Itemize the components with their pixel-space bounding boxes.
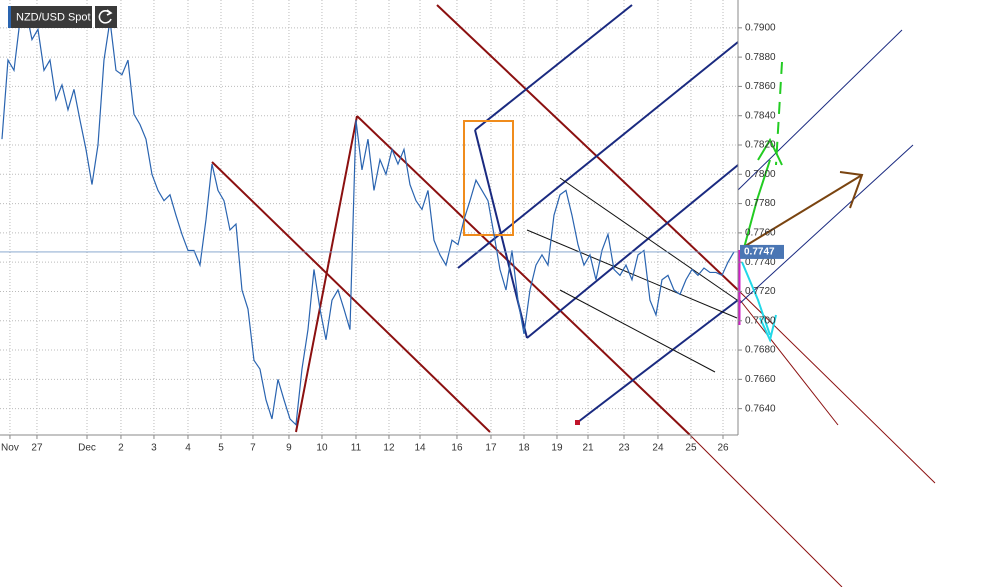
channel-line [559, 289, 716, 373]
projection [775, 61, 783, 166]
y-tick-label: 0.7700 [745, 315, 776, 326]
refresh-button[interactable] [95, 6, 117, 28]
y-tick-label: 0.7860 [745, 81, 776, 92]
y-tick-label: 0.7780 [745, 198, 776, 209]
x-tick-label: 11 [351, 443, 362, 454]
last-price-box [740, 244, 784, 259]
trend-line [577, 299, 739, 423]
projection [741, 261, 771, 336]
y-tick-label: 0.7880 [745, 52, 776, 63]
x-tick-label: 10 [316, 443, 328, 454]
y-tick-label: 0.7740 [745, 257, 776, 268]
y-tick-label: 0.7820 [745, 140, 776, 151]
anchor [575, 420, 580, 425]
x-tick-label: 4 [185, 443, 191, 454]
x-tick-label: 7 [250, 443, 256, 454]
trend-line [739, 299, 839, 426]
x-tick-label: 18 [518, 443, 530, 454]
y-tick-label: 0.7840 [745, 110, 776, 121]
y-tick-label: 0.7640 [745, 403, 776, 414]
trend-line [689, 434, 843, 587]
x-tick-label: 9 [286, 443, 292, 454]
x-tick-label: Dec [78, 443, 96, 454]
x-tick-label: 2 [118, 443, 124, 454]
x-tick-label: 27 [31, 443, 43, 454]
trend-line [295, 115, 358, 433]
pitchfork-line [737, 144, 914, 306]
highlight-box [463, 120, 514, 236]
x-tick-label: 24 [652, 443, 664, 454]
arrow-head [839, 171, 864, 209]
x-tick-label: Nov [1, 443, 19, 454]
pitchfork-line [474, 4, 633, 131]
pitchfork-line [737, 29, 903, 191]
x-tick-label: 16 [451, 443, 463, 454]
x-tick-label: 26 [717, 443, 729, 454]
y-tick-label: 0.7900 [745, 22, 776, 33]
title-accent [8, 6, 11, 28]
x-tick-label: 17 [485, 443, 497, 454]
trend-line [737, 289, 936, 484]
x-tick-label: 19 [551, 443, 563, 454]
projection [743, 159, 771, 249]
channel-line [526, 229, 738, 319]
x-tick-label: 23 [618, 443, 630, 454]
channel-line [559, 177, 738, 301]
y-tick-label: 0.7720 [745, 286, 776, 297]
pitchfork-line [526, 164, 739, 339]
projection [741, 174, 863, 249]
title-box [8, 6, 92, 28]
x-tick-label: 3 [151, 443, 157, 454]
x-tick-label: 21 [582, 443, 594, 454]
arrow-head [757, 137, 783, 166]
axes: 0.76400.76600.76800.77000.77200.77400.77… [1, 22, 784, 454]
plot [0, 8, 738, 427]
pitchfork-line [457, 41, 739, 269]
x-tick-label: 5 [218, 443, 224, 454]
arrow-head [759, 314, 777, 344]
y-tick-label: 0.7760 [745, 228, 776, 239]
y-tick-label: 0.7680 [745, 345, 776, 356]
grid [0, 0, 738, 435]
trend-line [356, 115, 691, 436]
y-tick-label: 0.7800 [745, 169, 776, 180]
x-tick-label: 14 [414, 443, 426, 454]
y-tick-label: 0.7660 [745, 374, 776, 385]
price-line [1, 8, 735, 427]
x-tick-label: 12 [383, 443, 395, 454]
chart-title: NZD/USD Spot [16, 11, 91, 23]
x-tick-label: 25 [685, 443, 697, 454]
trend-line [436, 4, 739, 291]
last-price-label: 0.7747 [744, 247, 775, 258]
